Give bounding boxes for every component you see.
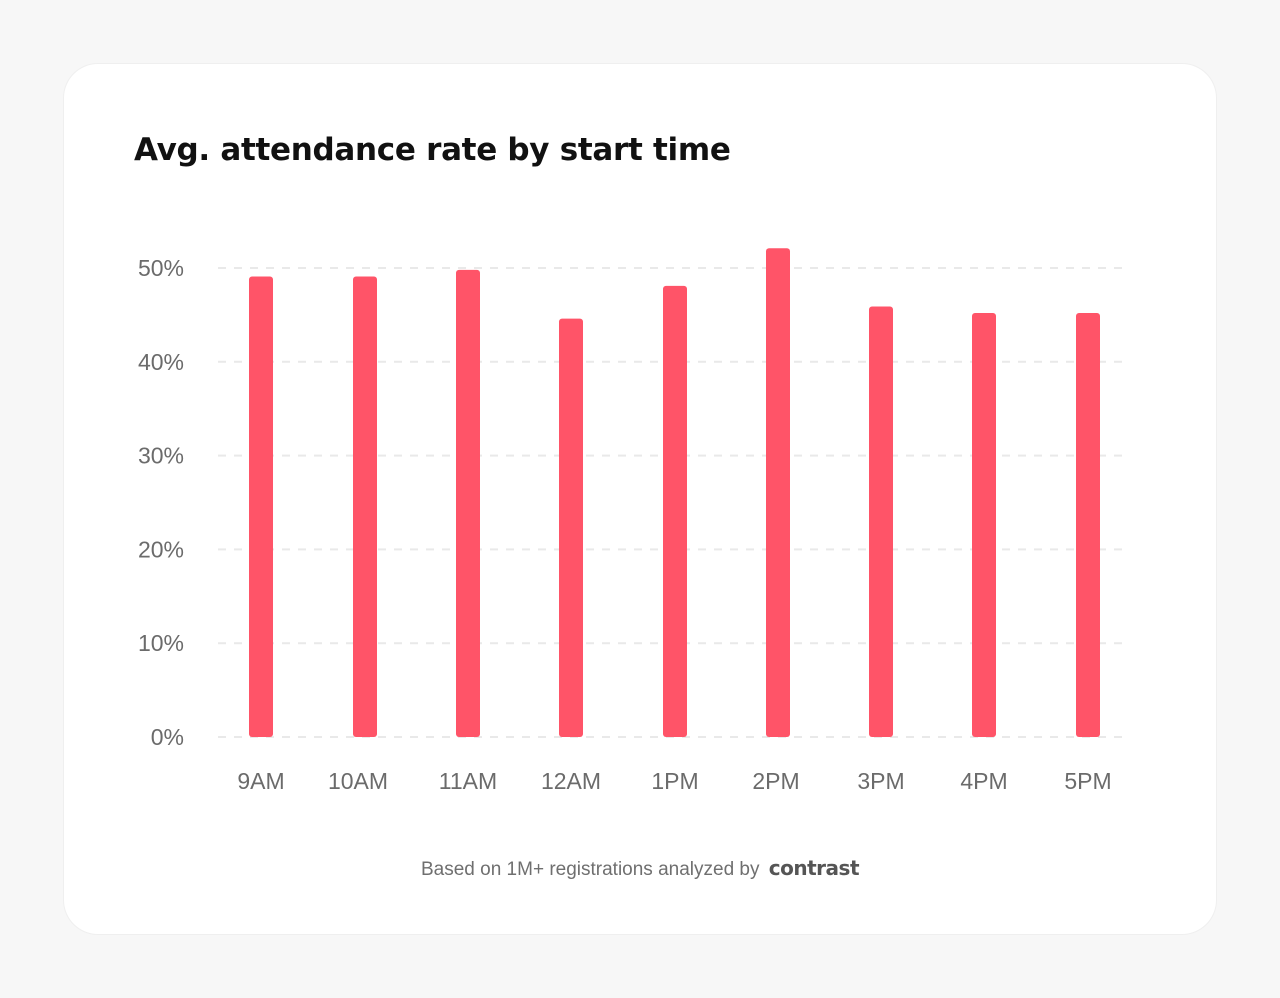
y-axis-ticks: 0% 10% 20% 30% 40% 50% bbox=[138, 255, 184, 750]
x-tick-label: 3PM bbox=[857, 768, 904, 794]
x-axis-ticks: 9AM 10AM 11AM 12AM 1PM 2PM 3PM 4PM 5PM bbox=[237, 768, 1111, 794]
x-tick-label: 1PM bbox=[651, 768, 698, 794]
footer-note: Based on 1M+ registrations analyzed by c… bbox=[0, 852, 1280, 886]
y-tick-label: 50% bbox=[138, 255, 184, 281]
bar bbox=[559, 318, 583, 737]
bar bbox=[1076, 313, 1100, 737]
y-tick-label: 40% bbox=[138, 349, 184, 375]
chart-title: Avg. attendance rate by start time bbox=[134, 132, 731, 168]
bar bbox=[353, 276, 377, 737]
x-tick-label: 4PM bbox=[960, 768, 1007, 794]
y-tick-label: 20% bbox=[138, 536, 184, 562]
brand-logo: contrast bbox=[768, 856, 860, 880]
y-tick-label: 30% bbox=[138, 443, 184, 469]
x-tick-label: 5PM bbox=[1064, 768, 1111, 794]
x-tick-label: 10AM bbox=[328, 768, 388, 794]
x-tick-label: 12AM bbox=[541, 768, 601, 794]
bar bbox=[456, 269, 480, 737]
footer-text: Based on 1M+ registrations analyzed by bbox=[420, 859, 760, 880]
bar bbox=[869, 306, 893, 737]
bar bbox=[249, 276, 273, 737]
x-tick-label: 2PM bbox=[752, 768, 799, 794]
x-tick-label: 11AM bbox=[439, 768, 497, 794]
x-tick-label: 9AM bbox=[237, 768, 284, 794]
bar bbox=[972, 313, 996, 737]
bars bbox=[249, 248, 1100, 737]
bar bbox=[663, 285, 687, 737]
y-tick-label: 10% bbox=[138, 630, 184, 656]
y-tick-label: 0% bbox=[151, 724, 184, 750]
bar bbox=[766, 248, 790, 737]
